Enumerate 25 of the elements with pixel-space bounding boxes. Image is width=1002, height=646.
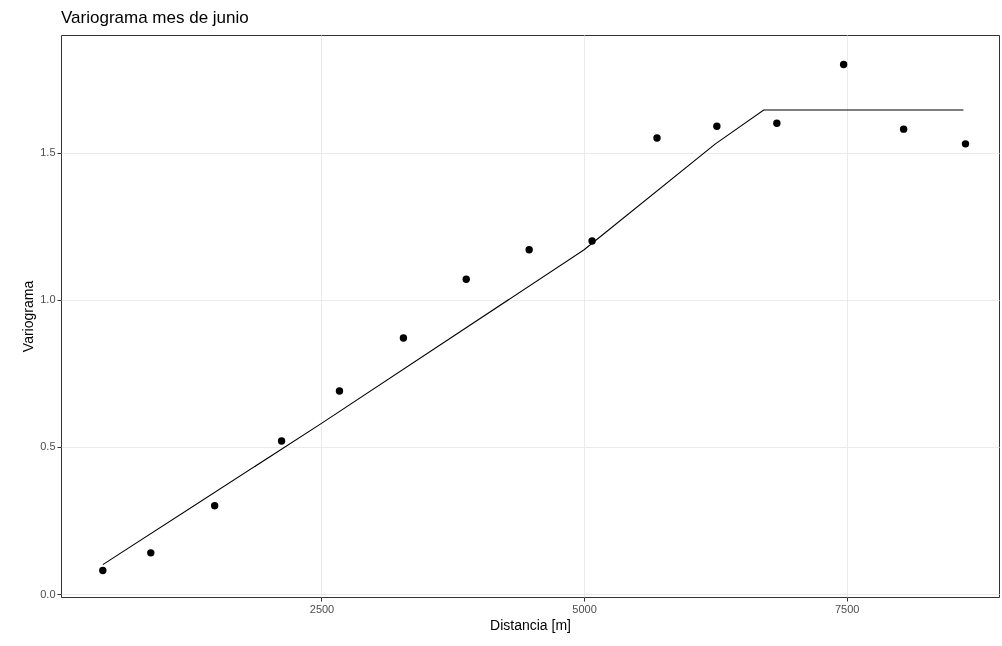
point: [99, 566, 107, 575]
point: [653, 134, 661, 142]
point: [961, 140, 970, 148]
point: [462, 275, 470, 283]
x-tick-label: 2500: [309, 602, 335, 615]
y-axis-title: Variograma: [20, 280, 37, 353]
x-axis-title: Distancia [m]: [490, 616, 571, 633]
point: [210, 502, 219, 510]
point: [335, 387, 344, 395]
point: [588, 237, 596, 245]
y-tick-label: 0.5: [40, 440, 56, 453]
x-tick-label: 7500: [834, 602, 860, 615]
y-tick-label: 1.5: [40, 146, 56, 159]
point: [839, 60, 848, 69]
point: [399, 334, 408, 342]
chart-title: Variograma mes de junio: [61, 8, 249, 27]
point: [899, 125, 908, 133]
x-tick-label: 5000: [572, 602, 597, 615]
y-tick-label: 1.0: [40, 293, 56, 306]
point: [525, 246, 533, 254]
point: [147, 549, 155, 557]
point: [713, 122, 721, 130]
y-tick-label: 0.0: [40, 587, 56, 600]
point: [773, 119, 781, 127]
point: [277, 437, 286, 445]
